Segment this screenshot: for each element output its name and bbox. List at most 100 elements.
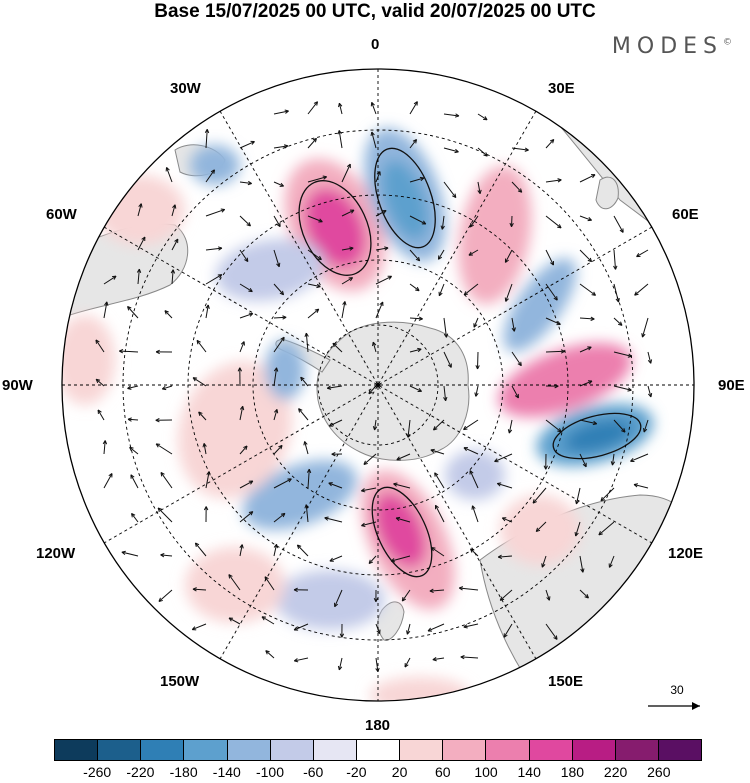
- wind-arrow: [574, 521, 581, 537]
- wind-arrow: [535, 521, 547, 533]
- wind-arrow: [334, 589, 343, 608]
- wind-arrow: [608, 555, 615, 568]
- wind-arrow: [613, 419, 626, 433]
- wind-arrow: [545, 419, 562, 433]
- brand-name: MODES: [611, 34, 723, 59]
- wind-arrow: [598, 521, 615, 536]
- wind-arrow: [307, 249, 322, 261]
- wind-arrow: [579, 174, 596, 183]
- wind-arrow: [494, 453, 513, 463]
- wind-arrow: [102, 440, 108, 455]
- lon-label-30w: 30W: [170, 80, 201, 97]
- colorbar-swatch: [529, 740, 573, 760]
- colorbar-tick-label: 100: [474, 764, 498, 780]
- negative-anomaly: [242, 460, 358, 530]
- wind-arrow: [331, 451, 343, 457]
- wind-arrow: [273, 512, 286, 523]
- wind-arrow: [265, 650, 275, 659]
- wind-arrow: [641, 317, 649, 338]
- colorbar-swatch: [658, 740, 702, 760]
- wind-arrow: [171, 238, 179, 251]
- anomaly-shading: [62, 128, 654, 701]
- colorbar-swatch: [141, 740, 185, 760]
- wind-arrow: [300, 376, 309, 387]
- wind-arrow: [509, 215, 514, 228]
- positive-anomaly: [373, 492, 427, 568]
- lon-label-120w: 120W: [36, 545, 76, 562]
- lon-label-150w: 150W: [160, 673, 200, 690]
- wind-arrow: [368, 555, 377, 565]
- wind-arrow: [643, 419, 649, 433]
- wind-arrow: [160, 471, 173, 489]
- wind-arrow: [511, 317, 516, 332]
- wind-arrow: [103, 473, 113, 489]
- colorbar-swatch: [227, 740, 271, 760]
- wind-arrow: [504, 283, 513, 302]
- wind-arrow: [430, 448, 445, 455]
- wind-arrow: [273, 215, 281, 228]
- wind-arrow: [610, 453, 616, 466]
- wind-arrow: [341, 163, 351, 183]
- colorbar-ticks: -260 -220 -180 -140 -100 -60 -20 20 60 100 140 180 2…: [54, 764, 702, 782]
- wind-arrow: [136, 268, 142, 285]
- wind-arrow: [469, 215, 479, 228]
- wind-arrow: [579, 589, 589, 599]
- lon-label-60e: 60E: [672, 206, 699, 223]
- wind-arrow: [307, 283, 321, 289]
- wind-arrow: [273, 283, 285, 296]
- wind-arrow: [239, 445, 248, 455]
- wind-arrow: [127, 306, 139, 319]
- colorbar: [54, 739, 702, 761]
- wind-arrow: [443, 351, 452, 368]
- wind-arrow: [579, 249, 593, 263]
- wind-arrow: [511, 181, 523, 193]
- colorbar-swatch: [270, 740, 314, 760]
- wind-arrow: [429, 588, 445, 594]
- wind-arrow: [545, 623, 558, 640]
- negative-anomaly: [445, 450, 505, 500]
- wind-arrow: [304, 504, 309, 523]
- wind-arrow: [341, 209, 355, 217]
- wind-arrow: [458, 586, 479, 591]
- negative-anomaly: [563, 419, 633, 453]
- wind-arrow: [437, 249, 445, 260]
- colorbar-swatch: [313, 740, 357, 760]
- wind-arrow: [191, 623, 207, 631]
- wind-vectors: [95, 101, 653, 673]
- wind-arrow: [409, 138, 418, 149]
- colorbar-swatch: [55, 740, 99, 760]
- wind-arrow: [339, 623, 345, 638]
- wind-arrow: [427, 623, 445, 632]
- wind-arrow: [401, 589, 411, 602]
- wind-arrow: [273, 444, 283, 455]
- lon-label-60w: 60W: [46, 206, 77, 223]
- wind-arrow: [165, 167, 173, 183]
- wind-arrow: [469, 470, 479, 489]
- negative-anomaly: [190, 145, 240, 185]
- wind-arrow: [463, 419, 479, 431]
- lon-label-180: 180: [365, 717, 391, 734]
- wind-arrow: [613, 215, 624, 233]
- wind-arrow: [600, 487, 615, 502]
- wind-arrow: [239, 283, 253, 293]
- wind-arrow: [239, 312, 254, 319]
- wind-arrow: [228, 574, 241, 591]
- colorbar-swatch: [572, 740, 616, 760]
- wind-arrow: [130, 474, 139, 489]
- wind-arrow: [341, 301, 347, 319]
- wind-arrow: [304, 332, 309, 353]
- wind-arrow: [409, 316, 423, 321]
- wind-arrow: [303, 441, 309, 455]
- wind-arrow: [239, 140, 255, 149]
- negative-anomaly: [265, 340, 305, 400]
- wind-arrow: [161, 385, 173, 391]
- wind-arrow: [443, 113, 460, 118]
- wind-arrow: [324, 516, 343, 523]
- colorbar-swatch: [356, 740, 401, 760]
- wind-arrow: [579, 453, 587, 468]
- wind-arrow: [306, 468, 312, 489]
- colorbar-tick-label: 220: [603, 764, 628, 780]
- wind-arrow: [613, 317, 623, 326]
- wind-arrow: [375, 301, 384, 319]
- wind-arrow: [328, 419, 343, 427]
